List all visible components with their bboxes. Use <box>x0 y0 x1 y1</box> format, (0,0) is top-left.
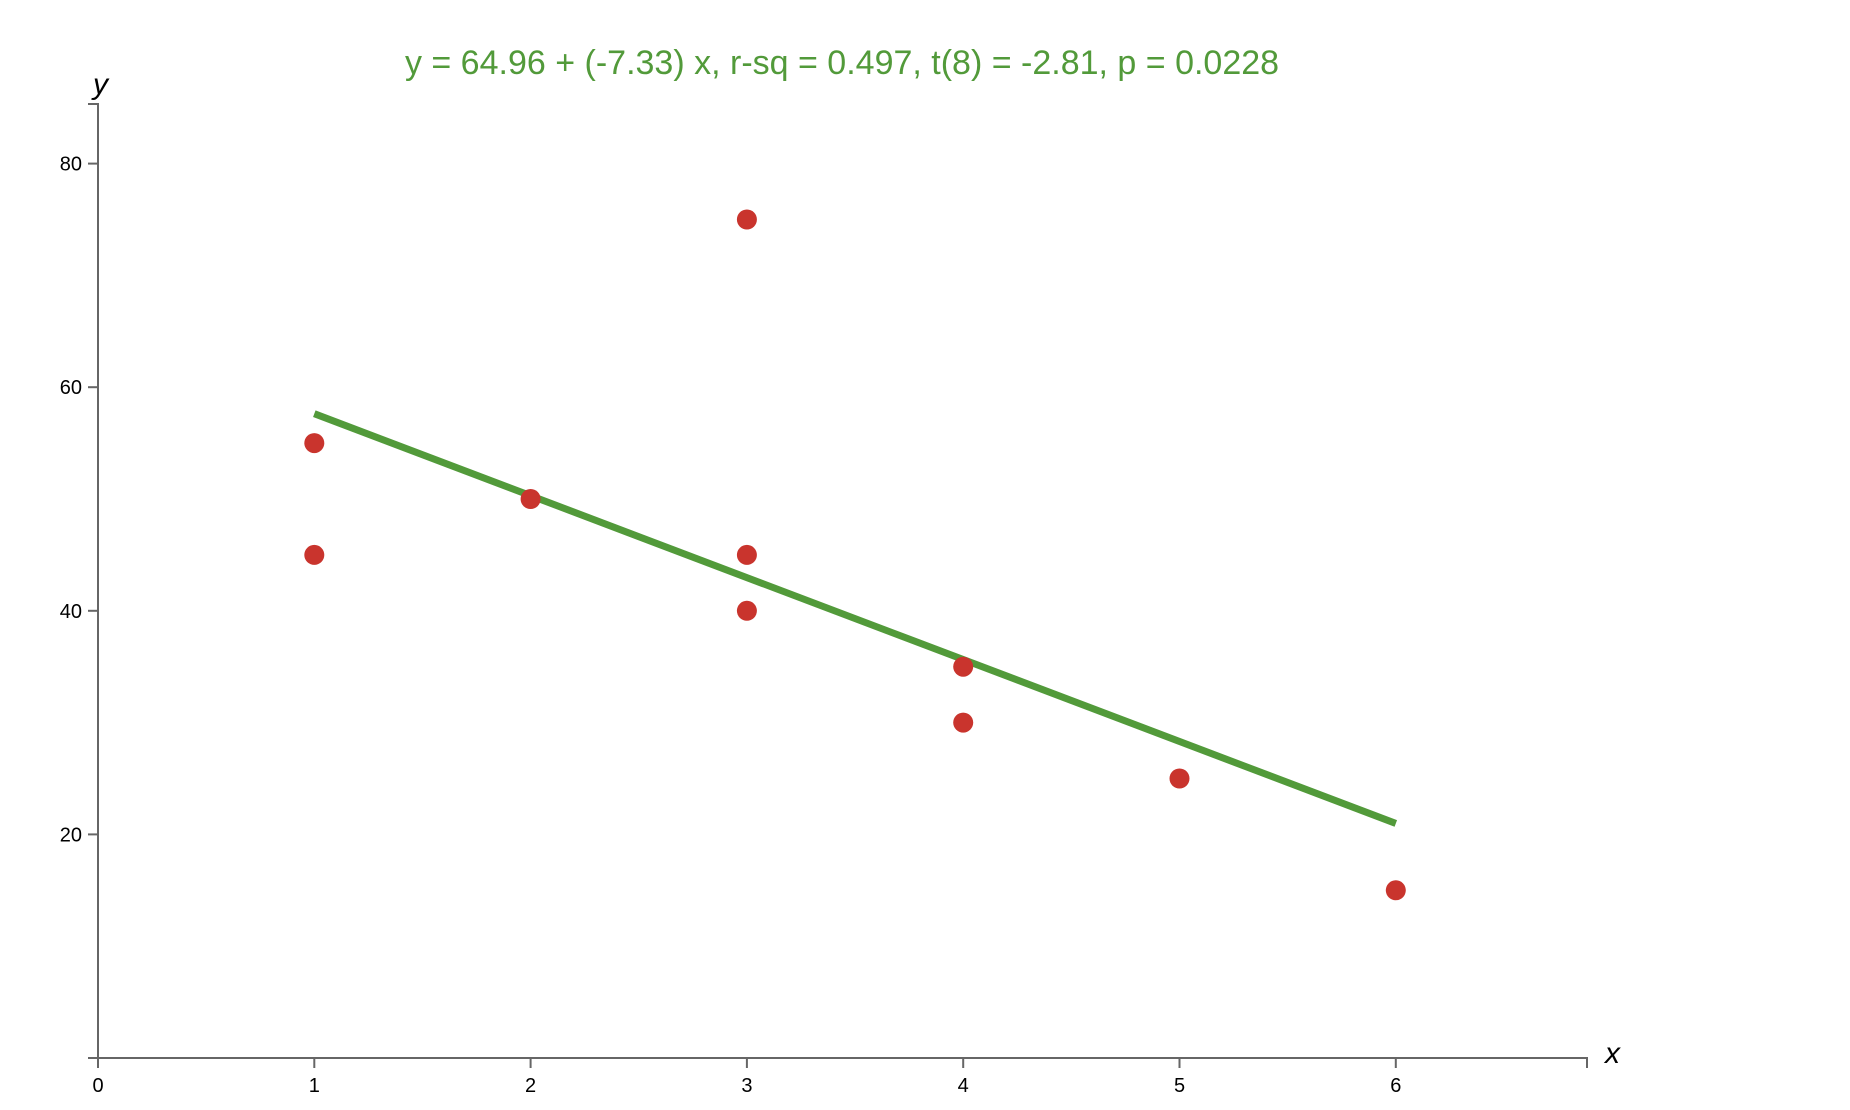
data-point <box>736 600 757 621</box>
data-point <box>736 544 757 565</box>
data-point <box>1385 880 1406 901</box>
x-axis-label: x <box>1603 1037 1621 1070</box>
x-tick-label: 3 <box>741 1075 752 1097</box>
chart-title: y = 64.96 + (-7.33) x, r-sq = 0.497, t(8… <box>405 44 1279 82</box>
x-axis-ticks: 0 1 2 3 4 5 6 <box>92 1058 1401 1097</box>
x-tick-label: 0 <box>92 1075 103 1097</box>
x-tick-label: 6 <box>1390 1075 1401 1097</box>
data-points-layer <box>304 209 1406 901</box>
regression-line <box>313 410 1398 827</box>
data-point <box>1169 768 1190 789</box>
data-point <box>953 656 974 677</box>
y-axis-label: y <box>91 68 110 101</box>
x-tick-label: 5 <box>1174 1075 1185 1097</box>
x-tick-label: 2 <box>525 1075 536 1097</box>
x-tick-label: 4 <box>958 1075 969 1097</box>
x-tick-label: 1 <box>309 1075 320 1097</box>
regression-line-layer <box>313 410 1398 827</box>
data-point <box>736 209 757 230</box>
y-axis-ticks: 20 40 60 80 <box>60 154 98 846</box>
y-tick-label: 20 <box>60 824 82 846</box>
data-point <box>953 712 974 733</box>
y-tick-label: 80 <box>60 154 82 176</box>
data-point <box>304 433 325 454</box>
y-tick-label: 40 <box>60 601 82 623</box>
y-tick-label: 60 <box>60 377 82 399</box>
data-point <box>304 544 325 565</box>
data-point <box>520 489 541 509</box>
